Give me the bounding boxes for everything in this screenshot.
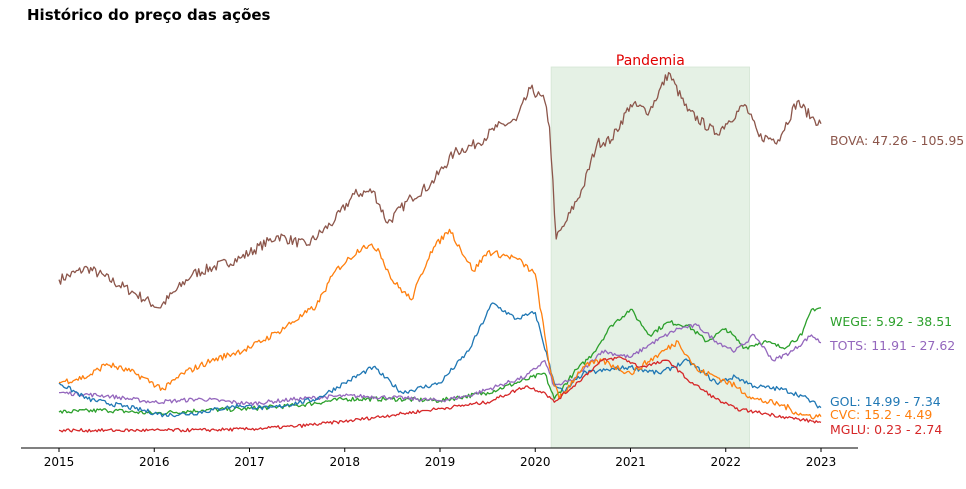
x-tick-label-2022: 2022 <box>710 455 741 469</box>
x-tick-label-2017: 2017 <box>234 455 265 469</box>
x-tick-label-2021: 2021 <box>615 455 646 469</box>
x-tick-label-2016: 2016 <box>139 455 170 469</box>
series-line-tots <box>59 323 822 406</box>
end-label-mglu: MGLU: 0.23 - 2.74 <box>830 422 942 437</box>
x-tick-label-2019: 2019 <box>425 455 456 469</box>
series-line-mglu <box>58 356 822 433</box>
x-tick-label-2023: 2023 <box>806 455 837 469</box>
pandemic-band <box>550 66 750 449</box>
series-line-bova <box>58 71 822 309</box>
end-label-wege: WEGE: 5.92 - 38.51 <box>830 314 952 329</box>
pandemic-label: Pandemia <box>616 53 685 69</box>
chart-title: Histórico do preço das ações <box>27 6 271 24</box>
x-tick-label-2015: 2015 <box>44 455 75 469</box>
series-end-labels: BOVA: 47.26 - 105.95 WEGE: 5.92 - 38.51 TO… <box>829 133 964 437</box>
series-layer <box>58 71 822 433</box>
end-label-cvc: CVC: 15.2 - 4.49 <box>830 407 932 422</box>
end-label-bova: BOVA: 47.26 - 105.95 <box>830 133 964 148</box>
end-label-tots: TOTS: 11.91 - 27.62 <box>829 338 955 353</box>
x-tick-label-2020: 2020 <box>520 455 551 469</box>
end-label-gol: GOL: 14.99 - 7.34 <box>830 394 941 409</box>
x-tick-label-2018: 2018 <box>329 455 360 469</box>
series-line-cvc <box>58 228 822 420</box>
x-axis-ticks: 2015 2016 2017 2018 2019 2020 2021 2022 2023 <box>44 448 837 469</box>
